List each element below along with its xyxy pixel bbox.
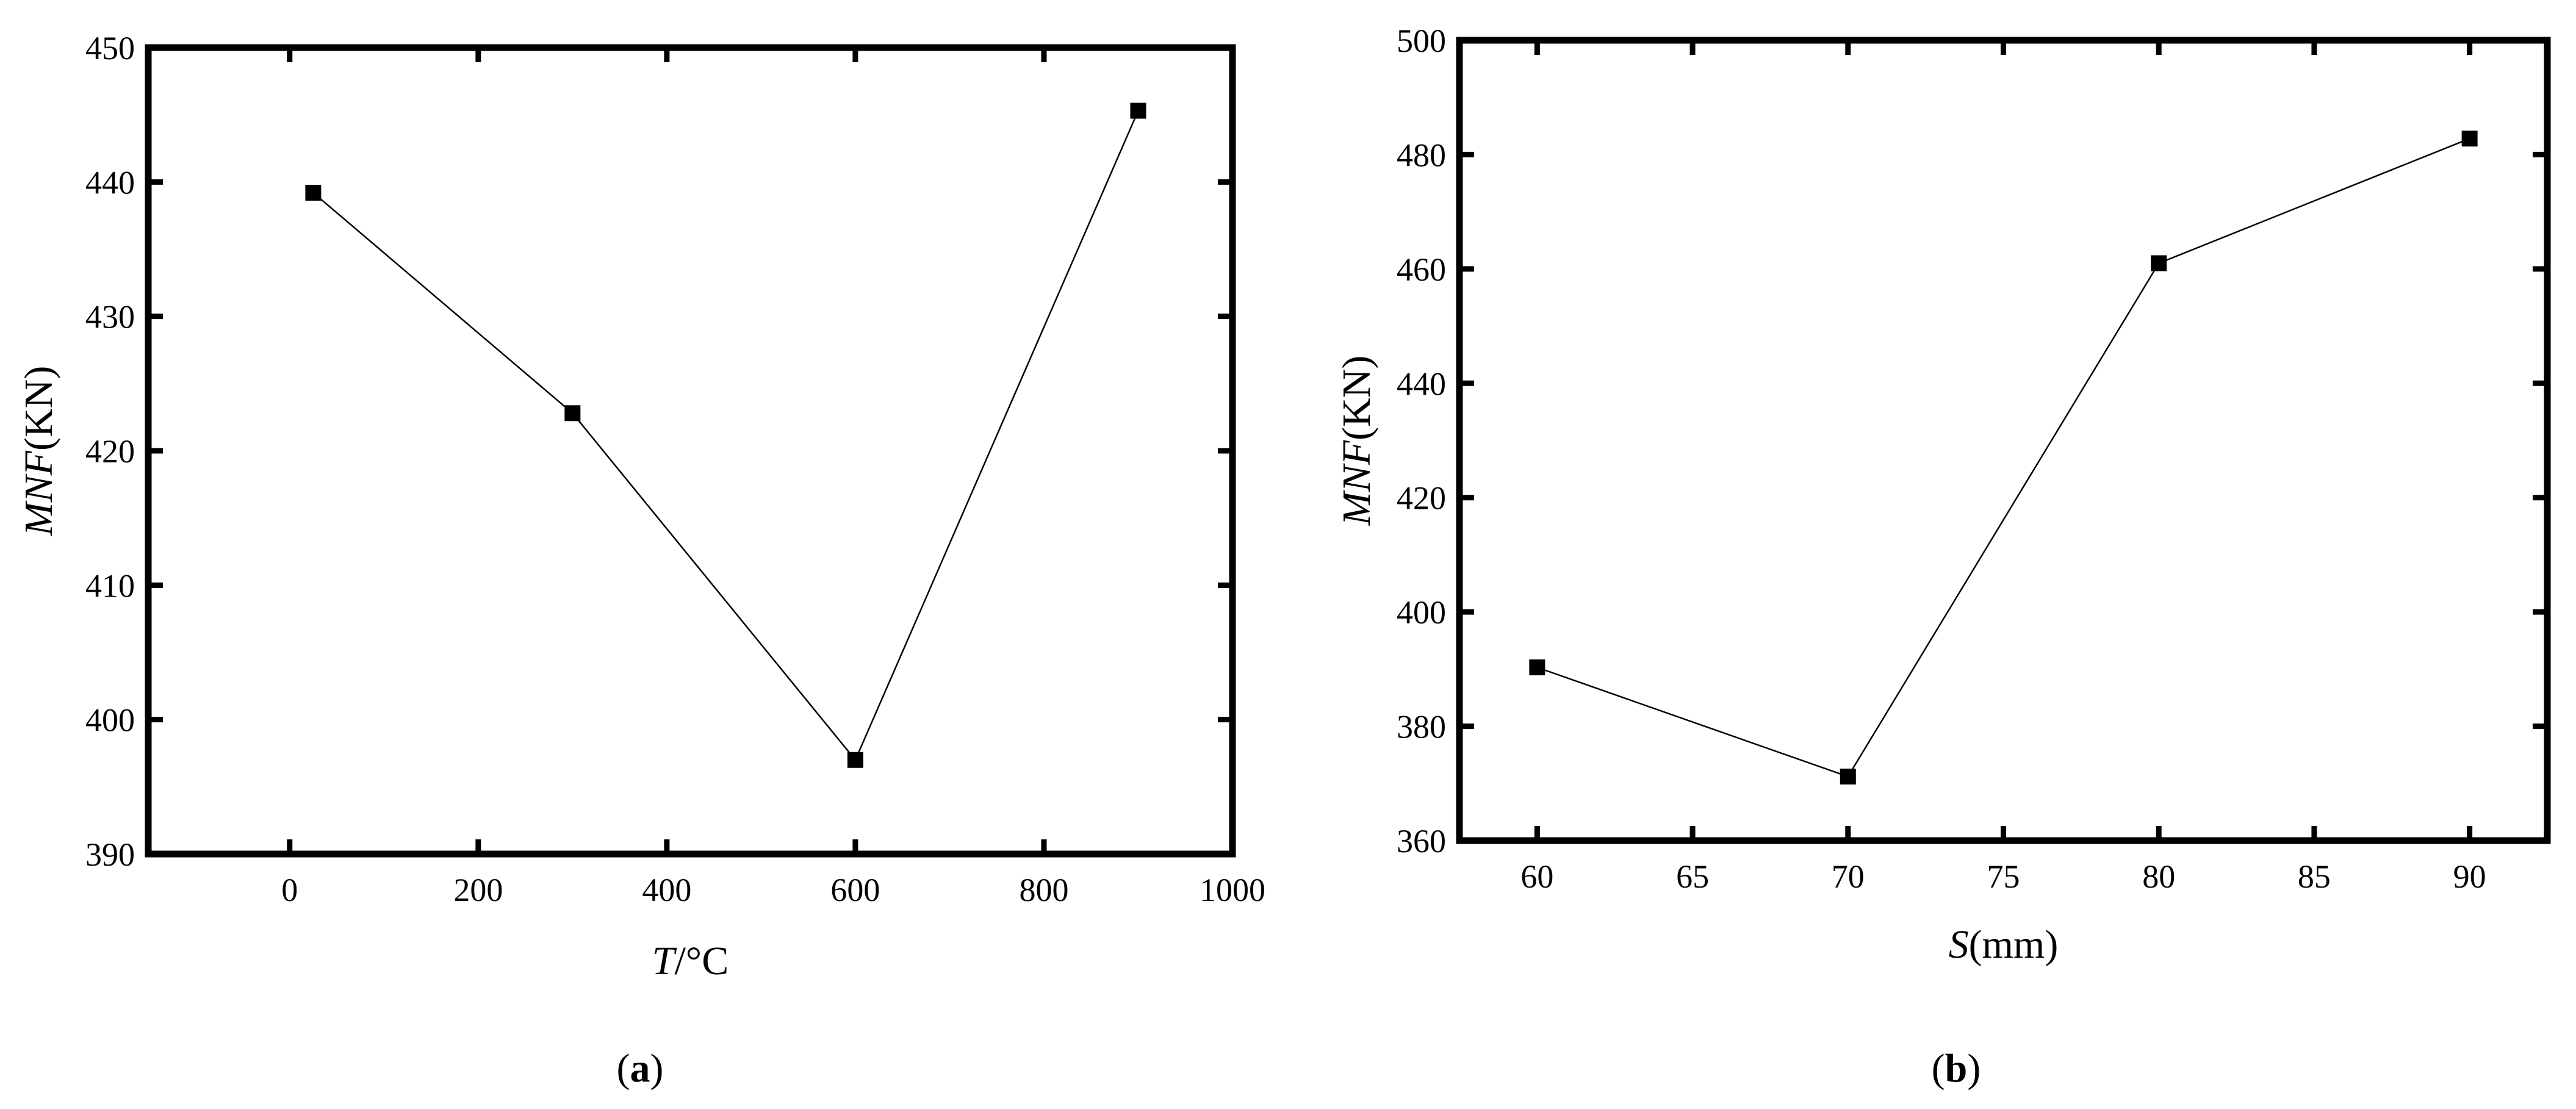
panel-label-close: ): [1967, 1046, 1981, 1091]
series-line: [1536, 138, 2470, 778]
data-point-marker: [1840, 769, 1856, 785]
panel-label-letter: b: [1945, 1046, 1968, 1091]
panel-label-open: (: [1932, 1046, 1945, 1091]
panel-label-letter: a: [630, 1046, 650, 1091]
y-tick-label: 360: [1397, 823, 1446, 860]
plot-frame: [145, 44, 1236, 858]
x-tick-label: 75: [1987, 858, 2020, 895]
chart-panel-1: 0 200 400 600 800 1000 390 400 410 420 430 440 450 T/…: [16, 30, 1265, 1091]
x-tick-label: 80: [2142, 858, 2175, 895]
series-line: [312, 110, 1139, 762]
x-axis-variable: S: [1949, 922, 1969, 967]
plot-frame: [1456, 37, 2551, 844]
y-tick-label: 450: [85, 30, 135, 66]
x-tick-label: 60: [1520, 858, 1553, 895]
data-point-marker: [2461, 131, 2478, 147]
x-tick-label: 200: [453, 872, 503, 908]
x-tick-label: 800: [1019, 872, 1068, 908]
y-tick-label: 440: [85, 164, 135, 201]
x-tick-label: 65: [1676, 858, 1709, 895]
x-tick-label: 1000: [1200, 872, 1265, 908]
x-tick-label: 0: [281, 872, 298, 908]
y-axis-variable: MNF: [1334, 440, 1379, 526]
x-axis-unit: /°C: [674, 939, 729, 983]
y-tick-label: 480: [1397, 137, 1446, 173]
y-axis-unit: (KN): [1334, 356, 1379, 440]
x-axis-unit: (mm): [1969, 922, 2059, 967]
x-tick-label: 600: [830, 872, 880, 908]
data-point-marker: [1130, 102, 1146, 119]
data-point-marker: [305, 184, 322, 201]
panel-label: (a): [617, 1046, 664, 1091]
y-axis-title: MNF(KN): [1334, 356, 1379, 526]
y-tick-label: 500: [1397, 23, 1446, 59]
y-tick-label: 390: [85, 836, 135, 873]
chart-panel-2: 60 65 70 75 80 85 90360380400420440460480500S(…: [1334, 23, 2551, 1091]
x-tick-label: 90: [2453, 858, 2486, 895]
data-point-marker: [564, 405, 581, 422]
y-tick-label: 380: [1397, 709, 1446, 745]
x-axis-title: S(mm): [1949, 922, 2059, 967]
data-point-marker: [2151, 255, 2167, 271]
y-axis-unit: (KN): [16, 366, 61, 451]
y-tick-label: 420: [1397, 480, 1446, 517]
y-tick-label: 400: [85, 702, 135, 739]
x-axis-title: T/°C: [652, 939, 729, 983]
y-tick-label: 420: [85, 433, 135, 470]
x-tick-label: 70: [1832, 858, 1865, 895]
panel-label-close: ): [650, 1046, 664, 1091]
y-tick-label: 410: [85, 567, 135, 604]
y-axis-title: MNF(KN): [16, 366, 61, 537]
x-tick-label: 85: [2298, 858, 2331, 895]
data-point-marker: [1529, 659, 1545, 676]
y-tick-label: 430: [85, 299, 135, 336]
x-tick-label: 400: [642, 872, 691, 908]
y-tick-label: 400: [1397, 594, 1446, 631]
x-axis-variable: T: [652, 939, 677, 983]
panel-label-open: (: [617, 1046, 630, 1091]
y-axis-variable: MNF: [16, 450, 61, 536]
panel-label: (b): [1932, 1046, 1981, 1091]
data-point-marker: [847, 752, 863, 768]
y-tick-label: 440: [1397, 365, 1446, 402]
y-tick-label: 460: [1397, 251, 1446, 288]
